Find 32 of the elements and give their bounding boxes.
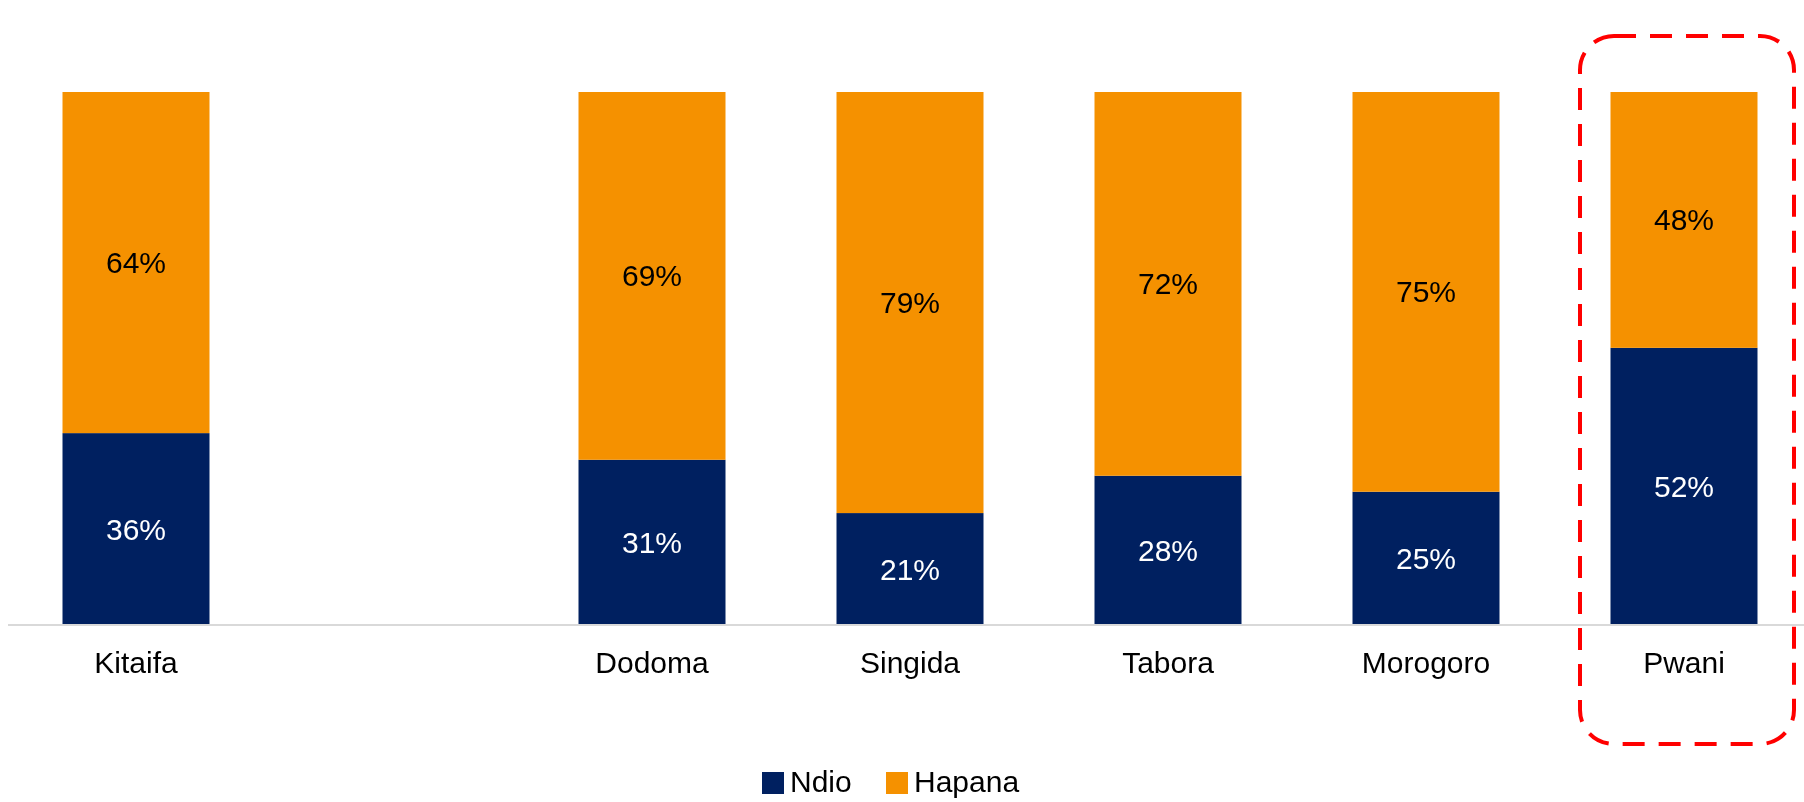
bar: [1352, 92, 1500, 492]
data-label: 64%: [105, 246, 167, 280]
bar: [836, 92, 984, 514]
data-label: 21%: [879, 552, 941, 586]
x-tick-label: Dodoma: [595, 646, 710, 679]
x-tick-label: Morogoro: [1361, 646, 1491, 679]
data-label: 25%: [1395, 541, 1457, 575]
x-tick-label: Tabora: [1122, 646, 1215, 679]
data-label: 69%: [621, 259, 683, 293]
data-label: 72%: [1137, 267, 1199, 301]
bar: [1352, 491, 1500, 625]
bar: [1094, 92, 1242, 476]
data-label: 36%: [105, 512, 167, 546]
data-label: 79%: [879, 286, 941, 320]
bar: [1610, 347, 1758, 625]
x-tick-label: Singida: [859, 646, 961, 679]
legend-label: Ndio: [790, 765, 852, 798]
legend-label: Hapana: [914, 765, 1020, 798]
data-label: 31%: [621, 525, 683, 559]
data-label: 28%: [1137, 533, 1199, 567]
data-label: 48%: [1653, 203, 1715, 237]
data-label: 75%: [1395, 275, 1457, 309]
bar: [836, 513, 984, 625]
bar: [1610, 92, 1758, 348]
data-label: 52%: [1653, 469, 1715, 503]
x-tick-label: Kitaifa: [94, 646, 178, 679]
x-tick-label: Pwani: [1643, 646, 1725, 679]
bar: [1094, 475, 1242, 625]
bar: [62, 92, 210, 434]
bar: [578, 459, 726, 625]
bar: [578, 92, 726, 460]
bar: [62, 433, 210, 625]
